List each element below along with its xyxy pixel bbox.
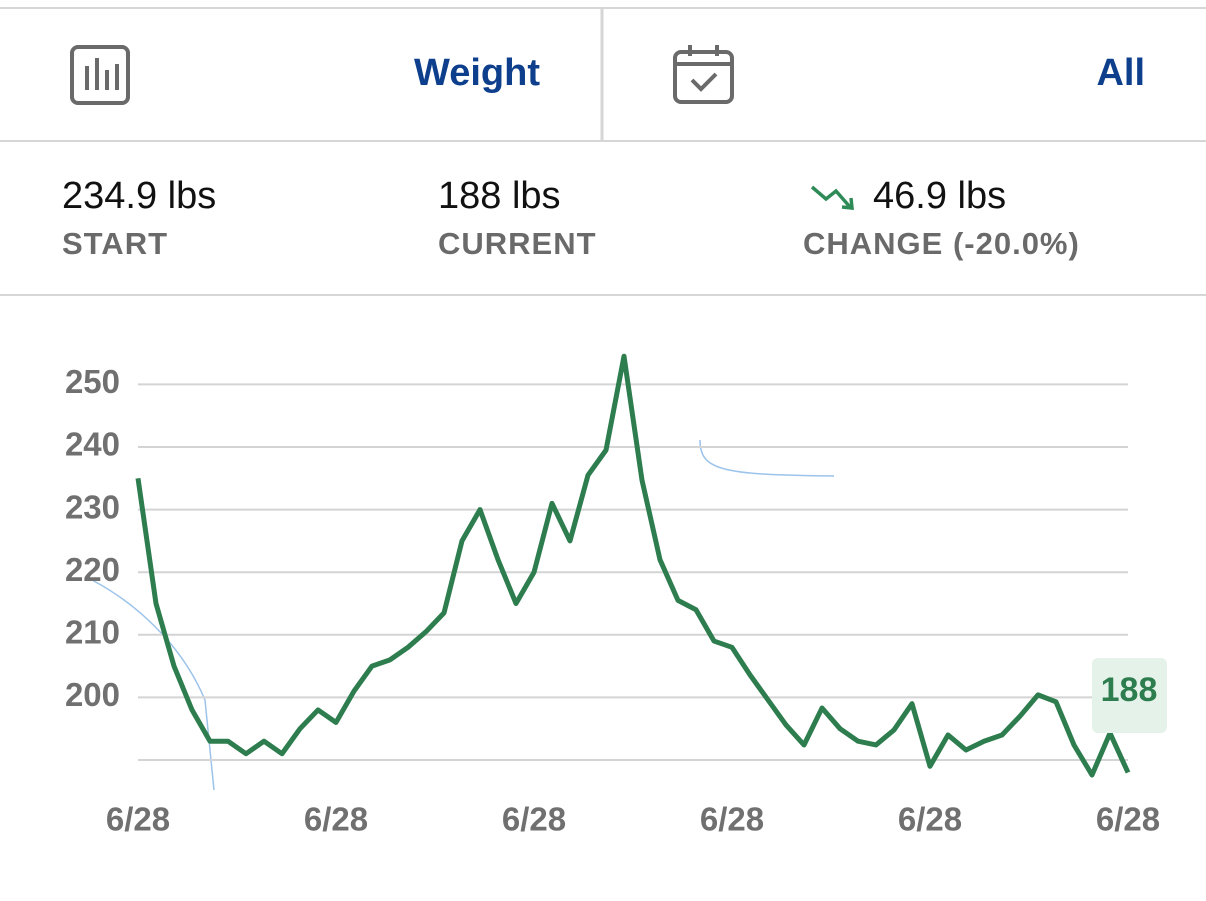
calendar-icon[interactable] bbox=[673, 45, 734, 104]
x-tick-label: 6/28 bbox=[106, 801, 170, 838]
range-selector[interactable]: All bbox=[1096, 52, 1145, 94]
y-tick-label: 220 bbox=[65, 551, 120, 588]
last-value-badge bbox=[1092, 658, 1167, 733]
start-value: 234.9 lbs bbox=[62, 175, 216, 217]
x-tick-label: 6/28 bbox=[898, 801, 962, 838]
current-label: CURRENT bbox=[438, 226, 597, 261]
scribble bbox=[91, 579, 215, 791]
data-line bbox=[135, 353, 1131, 778]
y-tick-label: 240 bbox=[65, 426, 120, 463]
y-tick-label: 230 bbox=[65, 488, 120, 525]
y-tick-label: 200 bbox=[65, 676, 120, 713]
trend-down-icon bbox=[810, 185, 852, 209]
y-tick-label: 210 bbox=[65, 614, 120, 651]
chart: 200 210 220 230 240 250 6/28 6/28 6/28 6/28 6/28 6/… bbox=[65, 353, 1167, 838]
x-tick-label: 6/28 bbox=[502, 801, 566, 838]
change-value: 46.9 lbs bbox=[873, 175, 1006, 217]
current-value: 188 lbs bbox=[438, 175, 561, 217]
change-label: CHANGE (-20.0%) bbox=[803, 226, 1080, 261]
chart-icon[interactable] bbox=[70, 45, 130, 105]
metric-selector[interactable]: Weight bbox=[414, 52, 540, 94]
trend-arrow-head bbox=[841, 197, 854, 210]
x-tick-label: 6/28 bbox=[700, 801, 764, 838]
y-tick-label: 250 bbox=[65, 363, 120, 400]
last-value-label: 188 bbox=[1101, 671, 1158, 709]
x-tick-label: 6/28 bbox=[304, 801, 368, 838]
x-tick-label: 6/28 bbox=[1096, 801, 1160, 838]
start-label: START bbox=[62, 226, 168, 261]
scribble bbox=[699, 439, 835, 477]
